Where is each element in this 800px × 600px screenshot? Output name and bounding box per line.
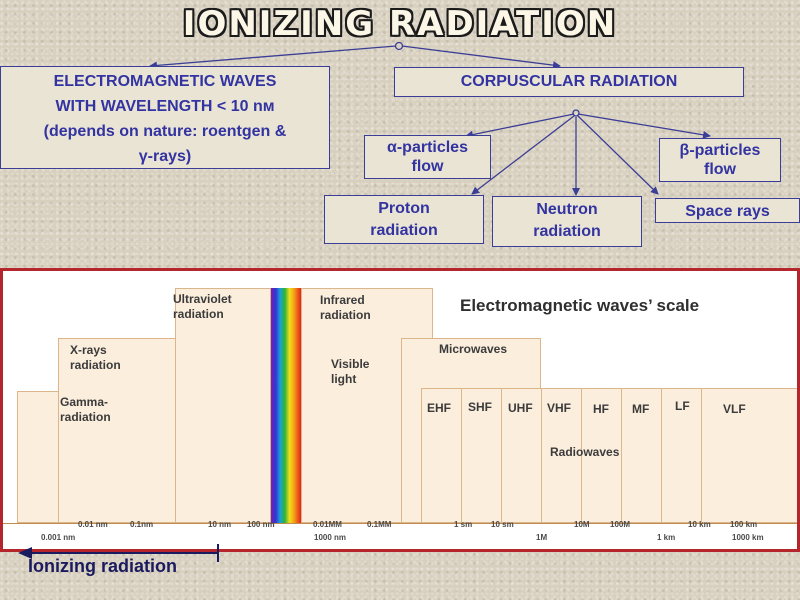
em-line-1: ELECTROMAGNETIC WAVES: [53, 73, 277, 90]
microwaves-label: Microwaves: [439, 342, 508, 356]
mf-label: MF: [632, 402, 650, 416]
visible-spectrum-rainbow: [271, 288, 301, 523]
shf-label: SHF: [468, 400, 492, 414]
tick-label: 1000 km: [732, 533, 764, 542]
tick-label: 1M: [536, 533, 548, 542]
xray-label: X-rays radiation: [70, 343, 121, 372]
neutron-radiation-box: Neutron radiation: [492, 196, 642, 247]
electromagnetic-waves-box: ELECTROMAGNETIC WAVES WITH WAVELENGTH < …: [0, 66, 330, 169]
alpha-line-2: flow: [411, 158, 444, 175]
ionizing-radiation-label: Ionizing radiation: [28, 556, 177, 576]
vlf-label: VLF: [723, 402, 746, 416]
hf-label: HF: [593, 402, 609, 416]
tick-label: 1 sm: [454, 520, 473, 529]
tick-label: 10M: [574, 520, 590, 529]
tick-label: 10 nm: [208, 520, 232, 529]
ionizing-radiation-arrow: [18, 544, 219, 562]
neutron-line-1: Neutron: [536, 201, 598, 218]
gamma-label: Gamma- radiation: [60, 395, 111, 424]
tick-label: 0.01 nm: [78, 520, 108, 529]
tick-label: 1 km: [657, 533, 676, 542]
vhf-label: VHF: [547, 401, 571, 415]
corpuscular-radiation-box: CORPUSCULAR RADIATION: [394, 67, 744, 97]
uv-band: [175, 288, 271, 523]
beta-particles-box: β-particles flow: [659, 138, 781, 182]
page-title: IONIZING RADIATION: [182, 4, 618, 44]
lf-label: LF: [675, 399, 690, 413]
proton-radiation-box: Proton radiation: [324, 195, 484, 244]
alpha-particles-box: α-particles flow: [364, 135, 491, 179]
radiowave-band: [421, 388, 797, 523]
radiowaves-label: Radiowaves: [550, 445, 620, 459]
alpha-line-1: α-particles: [387, 139, 468, 156]
tick-label: 100 nm: [247, 520, 275, 529]
tick-label: 0.01MM: [313, 520, 342, 529]
em-scale-panel: Electromagnetic waves’ scale Gamma- radi…: [0, 268, 800, 552]
visible-light-label: Visible light: [331, 357, 370, 386]
tick-label: 0.1nm: [130, 520, 154, 529]
tick-label: 10 sm: [491, 520, 514, 529]
proton-line-2: radiation: [370, 222, 438, 239]
tick-label: 0.1MM: [367, 520, 392, 529]
beta-line-2: flow: [704, 161, 736, 178]
hierarchy-arrows: [149, 41, 711, 196]
scale-baseline: [3, 523, 797, 524]
proton-line-1: Proton: [378, 200, 430, 217]
tick-label: 100M: [610, 520, 631, 529]
neutron-line-2: radiation: [533, 223, 601, 240]
scale-title: Electromagnetic waves’ scale: [460, 296, 700, 315]
tick-label: 1000 nm: [314, 533, 347, 542]
em-line-3: (depends on nature: roentgen &: [43, 123, 287, 140]
space-rays-box: Space rays: [655, 198, 800, 223]
infrared-label: Infrared radiation: [320, 293, 371, 322]
ehf-label: EHF: [427, 401, 451, 415]
beta-line-1: β-particles: [679, 142, 761, 159]
uhf-label: UHF: [508, 401, 533, 415]
tick-label: 100 km: [730, 520, 758, 529]
em-line-2: WITH WAVELENGTH < 10 nм: [55, 98, 275, 115]
em-line-4: γ-rays): [138, 148, 192, 165]
uv-label: Ultraviolet radiation: [173, 292, 232, 321]
tick-label: 10 km: [688, 520, 711, 529]
tick-label: 0.001 nm: [41, 533, 76, 542]
